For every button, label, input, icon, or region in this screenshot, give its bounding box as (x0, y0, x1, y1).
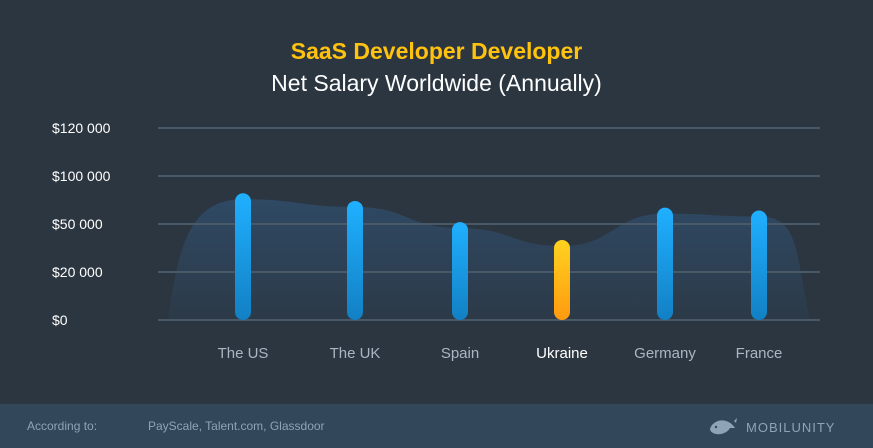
y-tick-label: $20 000 (52, 264, 103, 280)
y-tick-label: $100 000 (52, 168, 111, 184)
background-area (168, 199, 810, 320)
bar-spain (452, 222, 468, 320)
brand-logo-icon (710, 418, 737, 435)
bar-the-us (235, 193, 251, 320)
category-label: The UK (330, 345, 381, 362)
y-tick-label: $0 (52, 312, 68, 328)
bar-ukraine (554, 240, 570, 320)
category-label: Spain (441, 345, 479, 362)
category-label: The US (218, 345, 269, 362)
brand-name: MOBILUNITY (746, 419, 836, 435)
bar-france (751, 210, 767, 320)
y-tick-label: $120 000 (52, 120, 111, 136)
footer-label: According to: (27, 419, 98, 433)
bar-the-uk (347, 200, 363, 320)
y-tick-label: $50 000 (52, 216, 103, 232)
brand: MOBILUNITY (708, 416, 835, 438)
chart-title: SaaS Developer Developer (290, 38, 583, 64)
chart-subtitle: Net Salary Worldwide (Annually) (271, 70, 602, 96)
bar-germany (657, 207, 673, 320)
footer: According to: PayScale, Talent.com, Glas… (0, 404, 873, 448)
category-label: France (736, 345, 783, 362)
category-label: Ukraine (536, 345, 588, 362)
footer-sources: PayScale, Talent.com, Glassdoor (148, 419, 325, 433)
category-label: Germany (634, 345, 696, 362)
salary-chart: $0 $20 000 $50 000 $100 000 $120 000 The US Th… (52, 120, 820, 362)
